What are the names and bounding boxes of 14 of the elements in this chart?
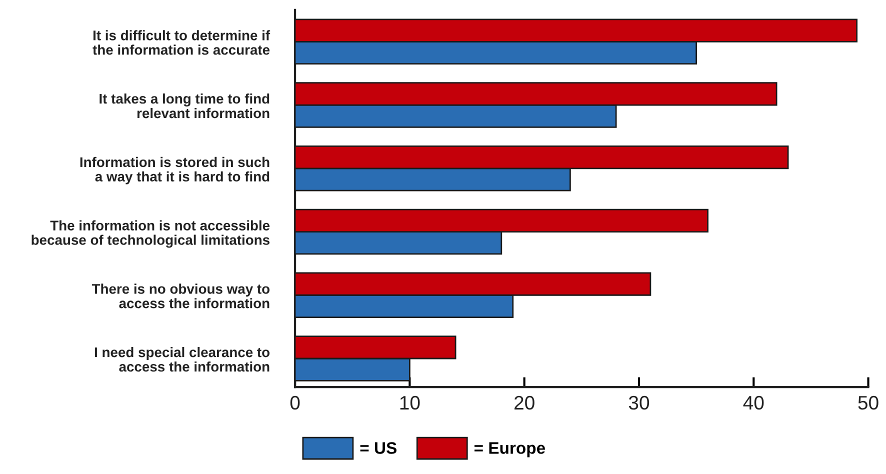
x-tick-label: 20 <box>514 396 534 410</box>
y-tick-label: I need special clearance to access the information <box>94 346 270 372</box>
x-tick-label: 40 <box>743 396 764 410</box>
x-tick-label: 50 <box>858 396 878 410</box>
y-tick-label: The information is not accessible because of technological limitations <box>32 220 270 248</box>
x-tick-label: 0 <box>290 396 300 410</box>
y-tick-label: There is no obvious way to access the information <box>92 284 270 308</box>
legend-label: = US <box>360 442 396 454</box>
y-tick-label: It takes a long time to find relevant information <box>100 93 270 118</box>
legend-label: = Europe <box>474 442 546 458</box>
x-tick-label: 30 <box>628 396 650 410</box>
x-tick-label: 10 <box>400 396 420 410</box>
y-tick-label: It is difficult to determine if the information is accurate <box>92 30 270 55</box>
y-tick-label: Information is stored in such a way that it is hard to find <box>80 156 270 184</box>
